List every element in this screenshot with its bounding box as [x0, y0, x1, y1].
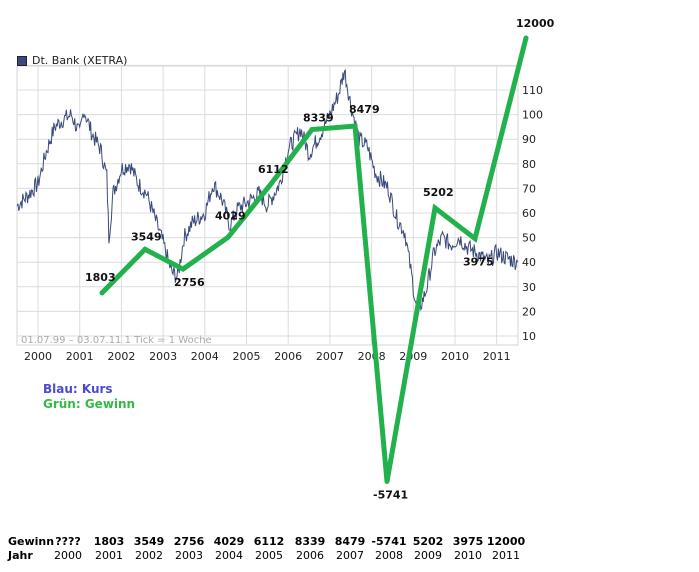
jahr-cell: 2006 [296, 549, 324, 562]
x-tick-label: 2002 [107, 350, 135, 363]
y-tick-label: 30 [522, 281, 536, 294]
gewinn-cell: -5741 [371, 535, 407, 548]
gewinn-cell: 2756 [173, 535, 205, 548]
y-tick-label: 20 [522, 305, 536, 318]
x-tick-label: 2008 [358, 350, 386, 363]
chart-legend: Dt. Bank (XETRA) [17, 54, 127, 67]
legend-label: Dt. Bank (XETRA) [32, 54, 128, 67]
x-tick-label: 2005 [233, 350, 261, 363]
jahr-cell: 2005 [255, 549, 283, 562]
x-tick-label: 2011 [483, 350, 511, 363]
gewinn-cell: 6112 [253, 535, 285, 548]
x-tick-label: 2006 [274, 350, 302, 363]
note-blue-kurs: Blau: Kurs [43, 382, 113, 396]
profit-data-label: 3549 [131, 230, 162, 243]
profit-data-label: 3975 [463, 256, 494, 269]
plot-area [16, 65, 519, 346]
profit-point [384, 479, 390, 485]
gewinn-cell: 12000 [486, 535, 526, 548]
profit-point [352, 123, 358, 129]
x-tick-label: 2009 [399, 350, 427, 363]
profit-point [309, 127, 315, 133]
gewinn-cell: 8479 [334, 535, 366, 548]
y-tick-label: 100 [522, 109, 543, 122]
gewinn-cell: ???? [55, 535, 81, 548]
x-tick-label: 2004 [191, 350, 219, 363]
profit-point [432, 205, 438, 211]
profit-data-label: 12000 [516, 17, 555, 30]
profit-data-label: -5741 [373, 489, 408, 502]
profit-data-label: 6112 [258, 163, 289, 176]
y-tick-label: 10 [522, 330, 536, 343]
jahr-cell: 2009 [414, 549, 442, 562]
profit-point [472, 236, 478, 242]
jahr-label: Jahr [8, 549, 33, 562]
jahr-cell: 2007 [336, 549, 364, 562]
jahr-cell: 2003 [175, 549, 203, 562]
profit-data-label: 5202 [423, 186, 454, 199]
y-tick-label: 60 [522, 207, 536, 220]
jahr-cell: 2008 [375, 549, 403, 562]
x-tick-label: 2003 [149, 350, 177, 363]
profit-point [99, 290, 105, 296]
profit-point [142, 246, 148, 252]
jahr-cell: 2001 [95, 549, 123, 562]
note-green-gewinn: Grün: Gewinn [43, 397, 136, 411]
x-tick-label: 2007 [316, 350, 344, 363]
profit-point [267, 182, 273, 188]
jahr-cell: 2011 [492, 549, 520, 562]
y-tick-label: 50 [522, 232, 536, 245]
gewinn-cell: 1803 [93, 535, 125, 548]
jahr-cell: 2002 [135, 549, 163, 562]
gewinn-cell: 5202 [412, 535, 444, 548]
y-tick-label: 80 [522, 158, 536, 171]
y-tick-label: 40 [522, 256, 536, 269]
jahr-cell: 2010 [454, 549, 482, 562]
y-tick-label: 110 [522, 84, 543, 97]
jahr-cell: 2000 [54, 549, 82, 562]
profit-point [225, 234, 231, 240]
profit-data-label: 8479 [349, 103, 380, 116]
gewinn-cell: 8339 [294, 535, 326, 548]
gewinn-cell: 4029 [213, 535, 245, 548]
x-tick-label: 2000 [24, 350, 52, 363]
gewinn-cell: 3975 [452, 535, 484, 548]
price-line [16, 68, 519, 313]
date-range-label: 01.07.99 – 03.07.11 1 Tick = 1 Woche [21, 335, 212, 346]
jahr-cell: 2004 [215, 549, 243, 562]
profit-point [523, 35, 529, 41]
profit-point [180, 266, 186, 272]
gewinn-label: Gewinn [8, 535, 55, 548]
profit-data-label: 8339 [303, 112, 334, 125]
x-tick-label: 2010 [441, 350, 469, 363]
y-tick-label: 90 [522, 133, 536, 146]
profit-data-label: 2756 [174, 276, 205, 289]
profit-data-label: 4029 [215, 209, 246, 222]
legend-swatch-icon [17, 55, 27, 66]
gewinn-cell: 3549 [133, 535, 165, 548]
x-tick-label: 2001 [66, 350, 94, 363]
profit-data-label: 1803 [85, 271, 116, 284]
y-tick-label: 70 [522, 182, 536, 195]
